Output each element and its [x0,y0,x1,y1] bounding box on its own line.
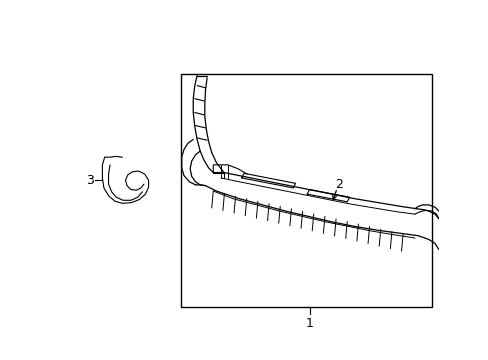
Text: 2: 2 [335,177,343,190]
Bar [181,74,431,307]
Text: 3: 3 [86,174,94,187]
Text: 1: 1 [305,317,313,330]
